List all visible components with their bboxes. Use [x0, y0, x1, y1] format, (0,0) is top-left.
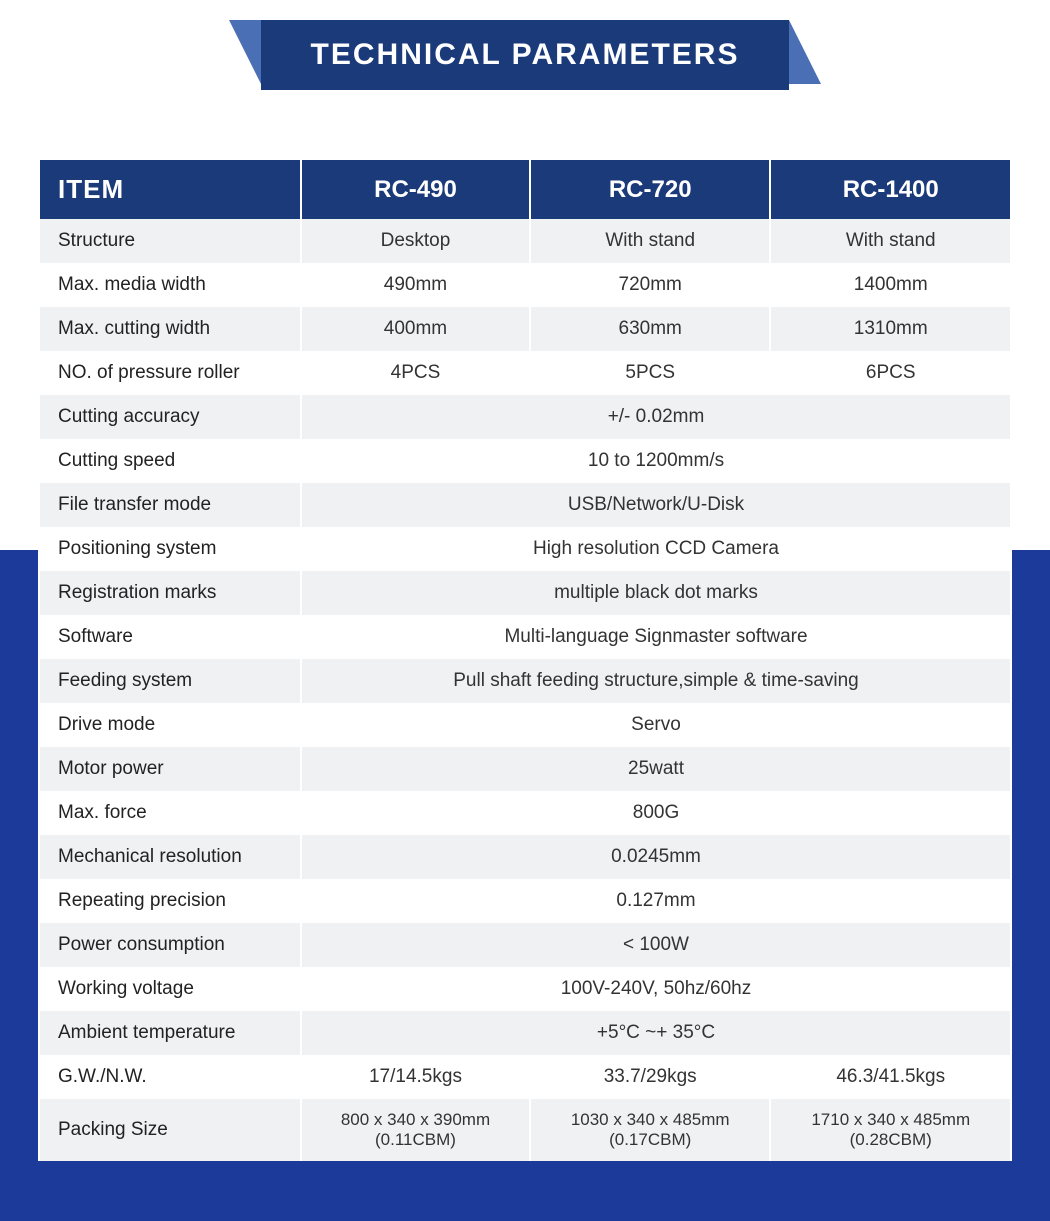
- row-value: 490mm: [302, 263, 529, 307]
- row-value: With stand: [771, 219, 1010, 263]
- row-value: 1030 x 340 x 485mm(0.17CBM): [531, 1099, 770, 1161]
- table-row: G.W./N.W.17/14.5kgs33.7/29kgs46.3/41.5kg…: [40, 1055, 1010, 1099]
- row-label: Ambient temperature: [40, 1011, 300, 1055]
- row-label: Drive mode: [40, 703, 300, 747]
- table-row: NO. of pressure roller4PCS5PCS6PCS: [40, 351, 1010, 395]
- row-label: Mechanical resolution: [40, 835, 300, 879]
- row-value-span: USB/Network/U-Disk: [302, 483, 1010, 527]
- row-label: Max. force: [40, 791, 300, 835]
- table-row: Cutting accuracy+/- 0.02mm: [40, 395, 1010, 439]
- row-label: Repeating precision: [40, 879, 300, 923]
- row-value-span: 0.127mm: [302, 879, 1010, 923]
- title-banner: TECHNICAL PARAMETERS: [261, 20, 790, 90]
- table-row: Max. media width490mm720mm1400mm: [40, 263, 1010, 307]
- table-row: Feeding systemPull shaft feeding structu…: [40, 659, 1010, 703]
- row-label: Feeding system: [40, 659, 300, 703]
- table-row: Working voltage100V-240V, 50hz/60hz: [40, 967, 1010, 1011]
- row-label: Max. media width: [40, 263, 300, 307]
- table-row: Mechanical resolution0.0245mm: [40, 835, 1010, 879]
- row-value-span: < 100W: [302, 923, 1010, 967]
- row-label: G.W./N.W.: [40, 1055, 300, 1099]
- row-label: NO. of pressure roller: [40, 351, 300, 395]
- row-value-span: Servo: [302, 703, 1010, 747]
- row-value: Desktop: [302, 219, 529, 263]
- row-label: Working voltage: [40, 967, 300, 1011]
- row-value: 17/14.5kgs: [302, 1055, 529, 1099]
- table-container: ITEM RC-490 RC-720 RC-1400 StructureDesk…: [0, 130, 1050, 1221]
- row-label: Motor power: [40, 747, 300, 791]
- table-row: Cutting speed10 to 1200mm/s: [40, 439, 1010, 483]
- row-value: 1400mm: [771, 263, 1010, 307]
- row-value: 33.7/29kgs: [531, 1055, 770, 1099]
- row-value: 400mm: [302, 307, 529, 351]
- table-row: Packing Size800 x 340 x 390mm(0.11CBM)10…: [40, 1099, 1010, 1161]
- row-value: 800 x 340 x 390mm(0.11CBM): [302, 1099, 529, 1161]
- row-value-span: Multi-language Signmaster software: [302, 615, 1010, 659]
- row-value-span: multiple black dot marks: [302, 571, 1010, 615]
- table-body: StructureDesktopWith standWith standMax.…: [40, 219, 1010, 1161]
- row-value: 720mm: [531, 263, 770, 307]
- row-value-span: 25watt: [302, 747, 1010, 791]
- row-value: 1310mm: [771, 307, 1010, 351]
- row-label: Positioning system: [40, 527, 300, 571]
- row-label: Software: [40, 615, 300, 659]
- row-value: With stand: [531, 219, 770, 263]
- row-value: 5PCS: [531, 351, 770, 395]
- row-value: 6PCS: [771, 351, 1010, 395]
- row-label: Cutting speed: [40, 439, 300, 483]
- row-value: 46.3/41.5kgs: [771, 1055, 1010, 1099]
- row-value-span: 800G: [302, 791, 1010, 835]
- col-header-rc1400: RC-1400: [771, 160, 1010, 219]
- row-value: 1710 x 340 x 485mm(0.28CBM): [771, 1099, 1010, 1161]
- row-label: Registration marks: [40, 571, 300, 615]
- col-header-rc720: RC-720: [531, 160, 770, 219]
- row-value: 630mm: [531, 307, 770, 351]
- row-value-span: 100V-240V, 50hz/60hz: [302, 967, 1010, 1011]
- table-row: Max. cutting width400mm630mm1310mm: [40, 307, 1010, 351]
- table-row: File transfer modeUSB/Network/U-Disk: [40, 483, 1010, 527]
- row-value-span: 0.0245mm: [302, 835, 1010, 879]
- col-header-item: ITEM: [40, 160, 300, 219]
- row-label: Packing Size: [40, 1099, 300, 1161]
- row-value-span: 10 to 1200mm/s: [302, 439, 1010, 483]
- row-label: Cutting accuracy: [40, 395, 300, 439]
- spec-table: ITEM RC-490 RC-720 RC-1400 StructureDesk…: [38, 160, 1012, 1161]
- table-row: Max. force800G: [40, 791, 1010, 835]
- title-banner-wrap: TECHNICAL PARAMETERS: [0, 0, 1050, 130]
- table-row: Drive modeServo: [40, 703, 1010, 747]
- table-row: Registration marksmultiple black dot mar…: [40, 571, 1010, 615]
- table-header-row: ITEM RC-490 RC-720 RC-1400: [40, 160, 1010, 219]
- row-value: 4PCS: [302, 351, 529, 395]
- row-label: Structure: [40, 219, 300, 263]
- table-row: Motor power25watt: [40, 747, 1010, 791]
- row-value-span: +/- 0.02mm: [302, 395, 1010, 439]
- table-row: Power consumption< 100W: [40, 923, 1010, 967]
- row-label: Max. cutting width: [40, 307, 300, 351]
- row-label: Power consumption: [40, 923, 300, 967]
- table-row: Repeating precision0.127mm: [40, 879, 1010, 923]
- row-value-span: +5°C ~+ 35°C: [302, 1011, 1010, 1055]
- table-row: Ambient temperature+5°C ~+ 35°C: [40, 1011, 1010, 1055]
- table-row: Positioning systemHigh resolution CCD Ca…: [40, 527, 1010, 571]
- col-header-rc490: RC-490: [302, 160, 529, 219]
- table-row: SoftwareMulti-language Signmaster softwa…: [40, 615, 1010, 659]
- row-value-span: High resolution CCD Camera: [302, 527, 1010, 571]
- row-value-span: Pull shaft feeding structure,simple & ti…: [302, 659, 1010, 703]
- table-row: StructureDesktopWith standWith stand: [40, 219, 1010, 263]
- row-label: File transfer mode: [40, 483, 300, 527]
